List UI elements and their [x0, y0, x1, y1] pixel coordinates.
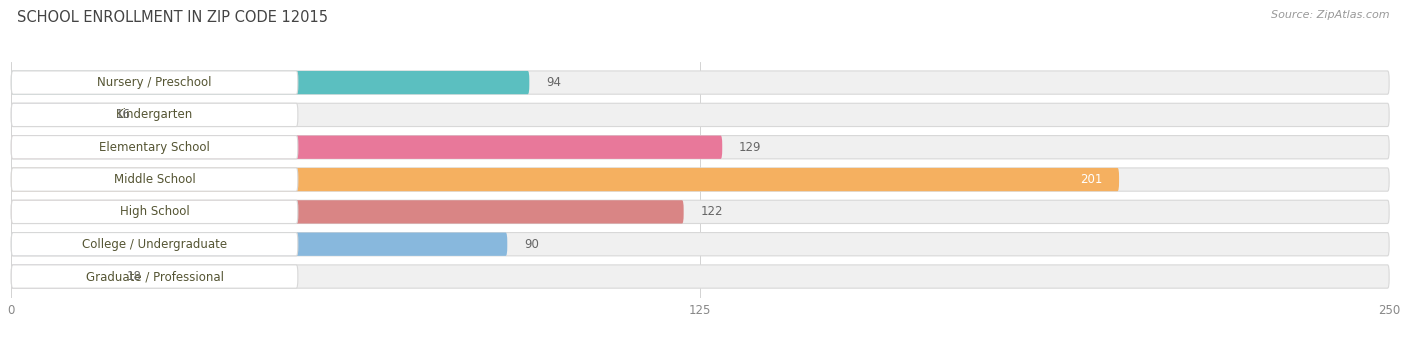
FancyBboxPatch shape: [11, 71, 529, 94]
Text: 122: 122: [700, 206, 723, 219]
FancyBboxPatch shape: [11, 233, 508, 256]
Text: 129: 129: [738, 141, 761, 154]
FancyBboxPatch shape: [11, 135, 1389, 159]
FancyBboxPatch shape: [11, 168, 1389, 191]
Text: Middle School: Middle School: [114, 173, 195, 186]
FancyBboxPatch shape: [11, 135, 298, 159]
FancyBboxPatch shape: [11, 103, 1389, 127]
Text: 16: 16: [115, 108, 131, 121]
Text: Nursery / Preschool: Nursery / Preschool: [97, 76, 212, 89]
Text: 18: 18: [127, 270, 142, 283]
FancyBboxPatch shape: [11, 71, 298, 94]
Text: High School: High School: [120, 206, 190, 219]
Text: 94: 94: [546, 76, 561, 89]
FancyBboxPatch shape: [11, 168, 298, 191]
FancyBboxPatch shape: [11, 233, 1389, 256]
Text: Kindergarten: Kindergarten: [115, 108, 193, 121]
Text: Elementary School: Elementary School: [98, 141, 209, 154]
FancyBboxPatch shape: [11, 71, 1389, 94]
FancyBboxPatch shape: [11, 265, 111, 288]
FancyBboxPatch shape: [11, 265, 1389, 288]
FancyBboxPatch shape: [11, 135, 723, 159]
Text: College / Undergraduate: College / Undergraduate: [82, 238, 228, 251]
Text: 90: 90: [524, 238, 538, 251]
FancyBboxPatch shape: [11, 168, 1119, 191]
FancyBboxPatch shape: [11, 200, 298, 224]
FancyBboxPatch shape: [11, 233, 298, 256]
FancyBboxPatch shape: [11, 200, 1389, 224]
Text: Graduate / Professional: Graduate / Professional: [86, 270, 224, 283]
Text: Source: ZipAtlas.com: Source: ZipAtlas.com: [1271, 10, 1389, 20]
FancyBboxPatch shape: [11, 103, 100, 127]
Text: SCHOOL ENROLLMENT IN ZIP CODE 12015: SCHOOL ENROLLMENT IN ZIP CODE 12015: [17, 10, 328, 25]
Text: 201: 201: [1080, 173, 1102, 186]
FancyBboxPatch shape: [11, 265, 298, 288]
FancyBboxPatch shape: [11, 103, 298, 127]
FancyBboxPatch shape: [11, 200, 683, 224]
